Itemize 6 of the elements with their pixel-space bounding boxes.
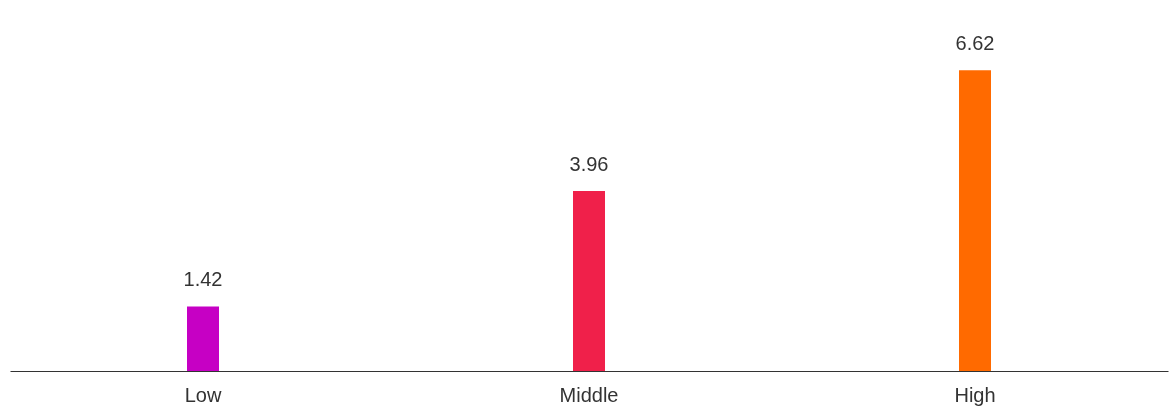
data-label: 6.62 <box>955 32 995 55</box>
x-tick-label: Middle <box>559 383 619 406</box>
x-tick-label: High <box>954 383 996 406</box>
x-tick-label: Low <box>184 383 222 406</box>
data-label: 3.96 <box>569 153 609 176</box>
data-label: 1.42 <box>183 268 223 291</box>
